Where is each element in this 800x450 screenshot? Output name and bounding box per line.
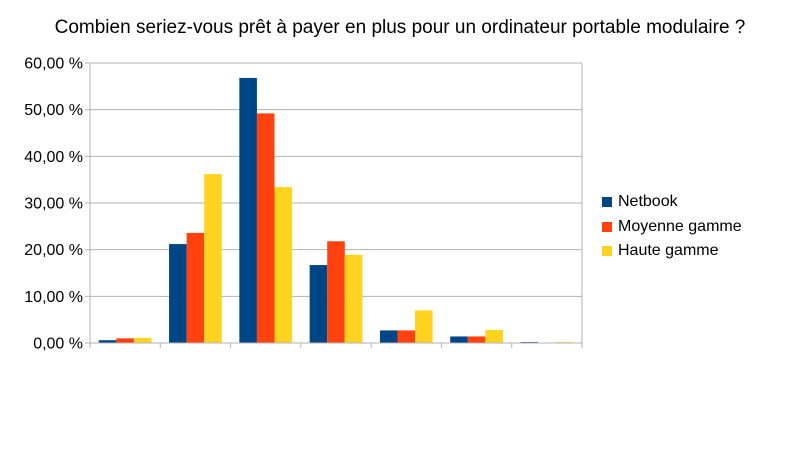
y-tick-label: 40,00 %	[24, 149, 83, 166]
bar-haute-gamme	[415, 310, 433, 343]
bar-haute-gamme	[133, 337, 152, 343]
legend-label-netbook: Netbook	[618, 193, 678, 211]
y-tick-label: 30,00 %	[24, 196, 83, 213]
y-tick-label: 0,00 %	[33, 336, 83, 353]
bar-moyenne-gamme	[256, 113, 275, 344]
bar-moyenne-gamme	[467, 336, 486, 343]
legend-item-netbook: Netbook	[602, 190, 742, 215]
legend-swatch-haute-gamme	[602, 246, 612, 257]
bar-netbook	[169, 244, 187, 343]
bar-haute-gamme	[344, 254, 363, 343]
legend: Netbook Moyenne gamme Haute gamme	[602, 190, 742, 264]
bar-haute-gamme	[485, 329, 503, 343]
bar-netbook	[450, 336, 468, 343]
bar-netbook	[379, 330, 398, 343]
legend-swatch-moyenne-gamme	[602, 221, 612, 232]
bar-moyenne-gamme	[397, 330, 416, 343]
bar-haute-gamme	[274, 187, 293, 343]
y-tick-label: 20,00 %	[24, 242, 83, 259]
bar-moyenne-gamme	[116, 338, 134, 343]
bar-haute-gamme	[204, 174, 222, 343]
y-tick-label: 10,00 %	[24, 289, 83, 306]
legend-item-moyenne-gamme: Moyenne gamme	[602, 215, 742, 240]
bar-netbook	[309, 265, 328, 343]
y-tick-label: 50,00 %	[24, 102, 83, 119]
legend-item-haute-gamme: Haute gamme	[602, 239, 742, 264]
legend-swatch-netbook	[602, 197, 612, 208]
bar-netbook	[98, 340, 117, 343]
bar-moyenne-gamme	[327, 241, 345, 343]
legend-label-moyenne-gamme: Moyenne gamme	[618, 217, 742, 235]
y-tick-label: 60,00 %	[24, 56, 83, 73]
chart-title: Combien seriez-vous prêt à payer en plus…	[54, 17, 746, 38]
bar-netbook	[239, 77, 257, 343]
bar-moyenne-gamme	[186, 232, 205, 343]
legend-label-haute-gamme: Haute gamme	[618, 242, 719, 260]
